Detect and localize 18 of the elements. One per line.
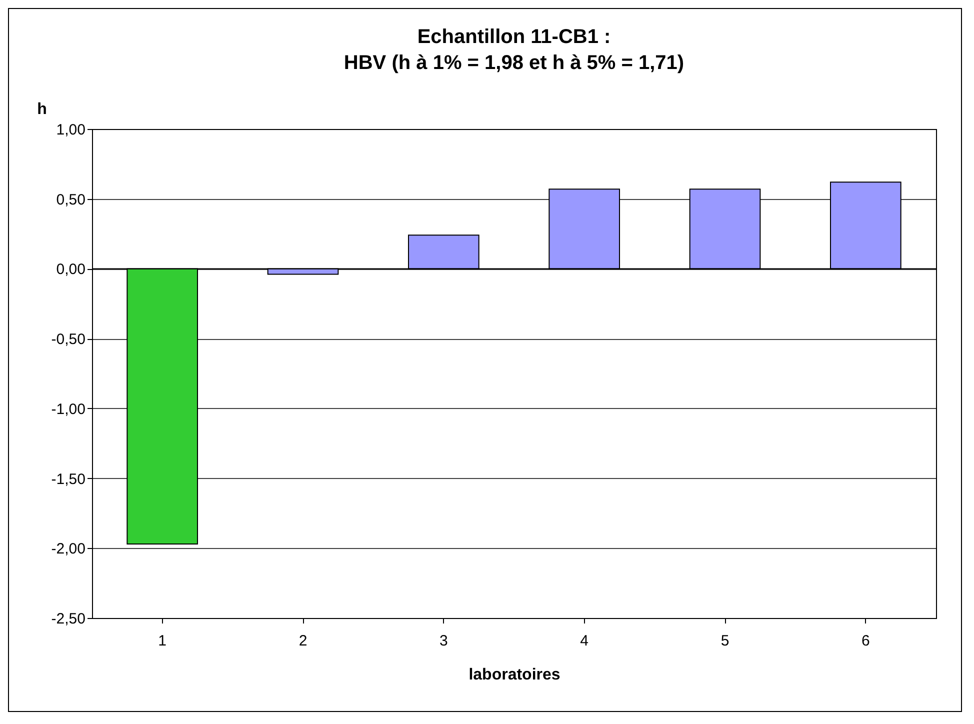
x-tick-label: 5 bbox=[720, 632, 730, 650]
y-tick-label: -2,50 bbox=[51, 610, 86, 628]
y-tick-label: -2,00 bbox=[51, 540, 86, 558]
x-tick-label: 6 bbox=[861, 632, 870, 650]
x-tick-label: 4 bbox=[580, 632, 589, 650]
y-tick-label: -0,50 bbox=[51, 331, 86, 348]
y-tick-label: -1,00 bbox=[51, 400, 86, 418]
x-tick-label: 3 bbox=[439, 632, 448, 650]
x-axis-title: laboratoires bbox=[468, 666, 560, 684]
y-tick-label: -1,50 bbox=[51, 470, 86, 488]
y-axis-title: h bbox=[37, 101, 47, 118]
text: HBV (h à 1% = 1,98 et h à 5% = 1,71) bbox=[344, 52, 684, 74]
x-tick-label: 2 bbox=[298, 632, 308, 650]
text: Echantillon 11-CB1 : bbox=[417, 26, 611, 48]
y-tick-label: 0,50 bbox=[56, 191, 86, 208]
x-tick-label: 1 bbox=[158, 632, 167, 650]
y-tick-label: 1,00 bbox=[56, 122, 86, 138]
y-tick-label: 0,00 bbox=[56, 261, 86, 278]
